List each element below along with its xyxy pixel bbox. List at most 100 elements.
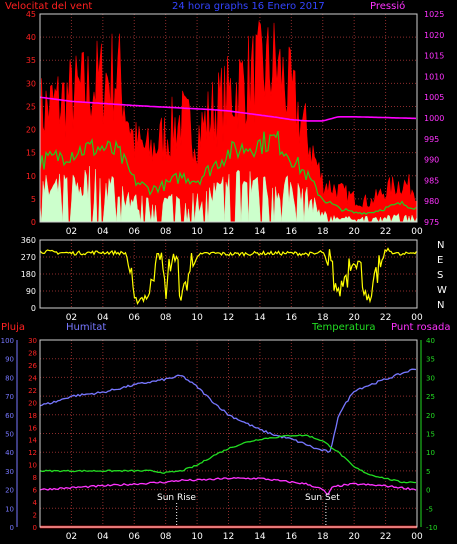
x-tick-label: 04 <box>97 227 109 237</box>
humidity-tick-label: 100 <box>1 337 14 345</box>
humidity-tick-label: 20 <box>5 487 14 495</box>
y-left-tick-label: 90 <box>26 287 36 296</box>
y-right-tick-label: 980 <box>424 197 439 206</box>
humidity-tick-label: 10 <box>5 505 14 513</box>
temperature-tick-label: 40 <box>426 337 435 345</box>
direction-panel-frame <box>39 239 418 309</box>
y-left-tick-label: 270 <box>21 253 36 262</box>
rain-tick-label: 8 <box>33 474 37 482</box>
rain-tick-label: 24 <box>28 374 37 382</box>
humidity-series <box>39 368 417 453</box>
y-right-tick-label: 1015 <box>424 52 444 61</box>
x-tick-label: 16 <box>286 313 298 323</box>
y-left-tick-label: 5 <box>31 195 36 204</box>
compass-label: S <box>437 270 443 281</box>
y-right-tick-label: 995 <box>424 135 439 144</box>
sunrise-label: Sun Rise <box>157 493 196 503</box>
x-tick-label: 06 <box>129 227 141 237</box>
x-tick-label: 12 <box>223 227 234 237</box>
temperature-tick-label: 25 <box>426 393 435 401</box>
rain-tick-label: 20 <box>28 399 37 407</box>
y-right-tick-label: 975 <box>424 218 439 227</box>
temperature-tick-label: -5 <box>426 505 433 513</box>
direction-panel-marks <box>39 247 417 305</box>
rain-tick-label: 16 <box>28 424 37 432</box>
x-tick-label: 22 <box>380 313 391 323</box>
y-left-tick-label: 40 <box>26 33 36 42</box>
pressure-series <box>39 96 417 122</box>
x-tick-label: 08 <box>160 227 172 237</box>
temperature-tick-label: 5 <box>426 468 430 476</box>
temperature-tick-label: 20 <box>426 412 435 420</box>
x-tick-label: 02 <box>66 313 77 323</box>
x-tick-label: 10 <box>191 227 203 237</box>
dewpoint-series <box>39 477 417 496</box>
y-right-tick-label: 1005 <box>424 93 444 102</box>
range-title: 24 hora graphs 16 Enero 2017 <box>172 1 325 12</box>
y-right-tick-label: 1000 <box>424 114 444 123</box>
x-tick-label: 20 <box>348 532 360 542</box>
compass-label: W <box>437 285 447 296</box>
x-tick-label: 18 <box>317 227 329 237</box>
climate-panel-ticks: 0102030405060708090100024681012141618202… <box>1 337 438 542</box>
y-left-tick-label: 10 <box>26 172 36 181</box>
temperature-label: Temperatura <box>311 322 376 333</box>
compass-label: N <box>437 300 444 311</box>
humidity-tick-label: 30 <box>5 468 14 476</box>
temperature-tick-label: 35 <box>426 356 435 364</box>
humidity-tick-label: 40 <box>5 449 14 457</box>
temperature-tick-label: 10 <box>426 449 435 457</box>
rain-tick-label: 12 <box>28 449 37 457</box>
x-tick-label: 00 <box>411 532 423 542</box>
x-tick-label: 00 <box>411 227 423 237</box>
direction-series <box>39 247 417 305</box>
x-tick-label: 16 <box>286 532 298 542</box>
gust-series <box>39 20 418 223</box>
climate-panel-frame <box>39 339 418 528</box>
rain-tick-label: 2 <box>33 512 37 520</box>
x-tick-label: 02 <box>66 227 77 237</box>
compass-label: N <box>437 240 444 251</box>
rain-tick-label: 6 <box>33 487 38 495</box>
x-tick-label: 08 <box>160 532 172 542</box>
rain-tick-label: 22 <box>28 387 37 395</box>
wind-panel-frame <box>39 13 418 223</box>
y-left-tick-label: 0 <box>31 218 36 227</box>
x-tick-label: 20 <box>348 313 360 323</box>
temperature-tick-label: 15 <box>426 431 435 439</box>
wind-panel-ticks: 0510152025303540459759809859909951000100… <box>26 10 445 237</box>
x-tick-label: 16 <box>286 227 298 237</box>
rain-label: Pluja <box>1 322 25 333</box>
x-tick-label: 10 <box>191 532 203 542</box>
rain-tick-label: 10 <box>28 462 37 470</box>
temperature-tick-label: 0 <box>426 487 430 495</box>
y-left-tick-label: 20 <box>26 126 36 135</box>
y-left-tick-label: 15 <box>26 149 36 158</box>
x-tick-label: 14 <box>254 313 266 323</box>
x-tick-label: 08 <box>160 313 172 323</box>
humidity-label: Humitat <box>66 322 106 333</box>
temperature-tick-label: 30 <box>426 374 435 382</box>
wind-title: Velocitat del vent <box>5 1 92 12</box>
x-tick-label: 22 <box>380 532 391 542</box>
x-tick-label: 14 <box>254 227 266 237</box>
x-tick-label: 06 <box>129 313 141 323</box>
y-right-tick-label: 990 <box>424 156 439 165</box>
y-right-tick-label: 1025 <box>424 10 444 19</box>
rain-tick-label: 30 <box>28 337 37 345</box>
compass-label: E <box>437 255 443 266</box>
x-tick-label: 12 <box>223 313 234 323</box>
x-tick-label: 22 <box>380 227 391 237</box>
rain-tick-label: 14 <box>28 437 37 445</box>
y-right-tick-label: 1020 <box>424 31 444 40</box>
x-tick-label: 02 <box>66 532 77 542</box>
y-left-tick-label: 30 <box>26 79 36 88</box>
x-tick-label: 04 <box>97 532 109 542</box>
x-tick-label: 20 <box>348 227 360 237</box>
x-tick-label: 00 <box>411 313 423 323</box>
rain-tick-label: 0 <box>33 524 37 532</box>
rain-tick-label: 28 <box>28 349 37 357</box>
x-tick-label: 18 <box>317 313 329 323</box>
